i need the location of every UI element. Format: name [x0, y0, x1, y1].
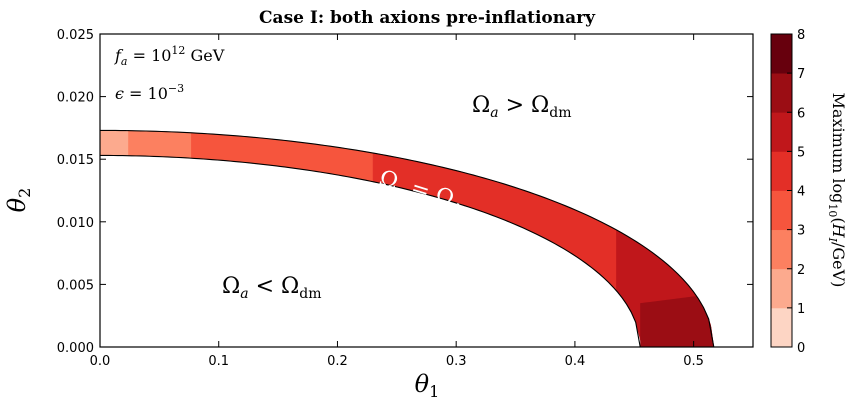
band-inner-edge: [100, 154, 641, 347]
band-outer-edge: [100, 129, 715, 347]
colorbar-ticks: 0 1 2 3 4 5 6 7 8: [787, 28, 805, 356]
x-axis-ticks: 0.0 0.1 0.2 0.3 0.4 0.5: [90, 34, 704, 369]
y-axis-label: θ2: [3, 188, 34, 213]
colorbar-label: Maximum log10(HI/GeV): [826, 93, 848, 288]
colorbar-bin: [771, 229, 792, 270]
colorbar-bin: [771, 112, 792, 152]
x-tick-label: 0.1: [208, 354, 229, 369]
band-segment-0: [100, 130, 129, 157]
x-tick-label: 0.0: [90, 354, 111, 369]
high-hi-region: [640, 296, 714, 347]
colorbar-tick-label: 3: [797, 224, 805, 239]
plot-frame: [99, 33, 754, 348]
y-tick-label: 0.010: [57, 216, 94, 231]
colorbar-bin: [771, 268, 792, 309]
band-segment-1: [128, 130, 192, 159]
fa-annotation: fa = 1012 GeV: [114, 44, 225, 68]
y-axis-ticks: 0.000 0.005 0.010 0.015 0.020 0.025: [57, 28, 753, 356]
colorbar-tick-label: 7: [797, 67, 805, 82]
colorbar-bin: [771, 73, 792, 113]
y-tick-label: 0.015: [57, 153, 94, 168]
omega-equal-band: [100, 130, 715, 347]
colorbar-bin: [771, 151, 792, 191]
y-tick-label: 0.005: [57, 278, 94, 293]
x-tick-label: 0.4: [565, 354, 586, 369]
y-tick-label: 0.020: [57, 91, 94, 106]
x-tick-label: 0.2: [327, 354, 348, 369]
chart-title: Case I: both axions pre-inflationary: [259, 8, 596, 28]
colorbar-tick-label: 5: [797, 145, 805, 160]
omega-below-label: Ωa < Ωdm: [222, 274, 322, 302]
colorbar: [771, 34, 792, 348]
colorbar-tick-label: 6: [797, 106, 805, 121]
omega-above-label: Ωa > Ωdm: [472, 93, 572, 121]
colorbar-bin: [771, 307, 792, 348]
x-axis-label: θ1: [415, 370, 440, 398]
x-tick-label: 0.3: [446, 354, 467, 369]
y-tick-label: 0.025: [57, 28, 94, 43]
x-tick-label: 0.5: [683, 354, 704, 369]
y-tick-label: 0.000: [57, 341, 94, 356]
colorbar-tick-label: 0: [797, 341, 805, 356]
colorbar-bin: [771, 34, 792, 74]
colorbar-tick-label: 4: [797, 185, 805, 200]
colorbar-tick-label: 8: [797, 28, 805, 43]
colorbar-tick-label: 1: [797, 302, 805, 317]
dark-region-patch: [640, 296, 714, 347]
colorbar-tick-label: 2: [797, 263, 805, 278]
colorbar-bin: [771, 190, 792, 231]
epsilon-annotation: ϵ = 10−3: [115, 82, 184, 103]
band-boundaries: [100, 129, 715, 347]
